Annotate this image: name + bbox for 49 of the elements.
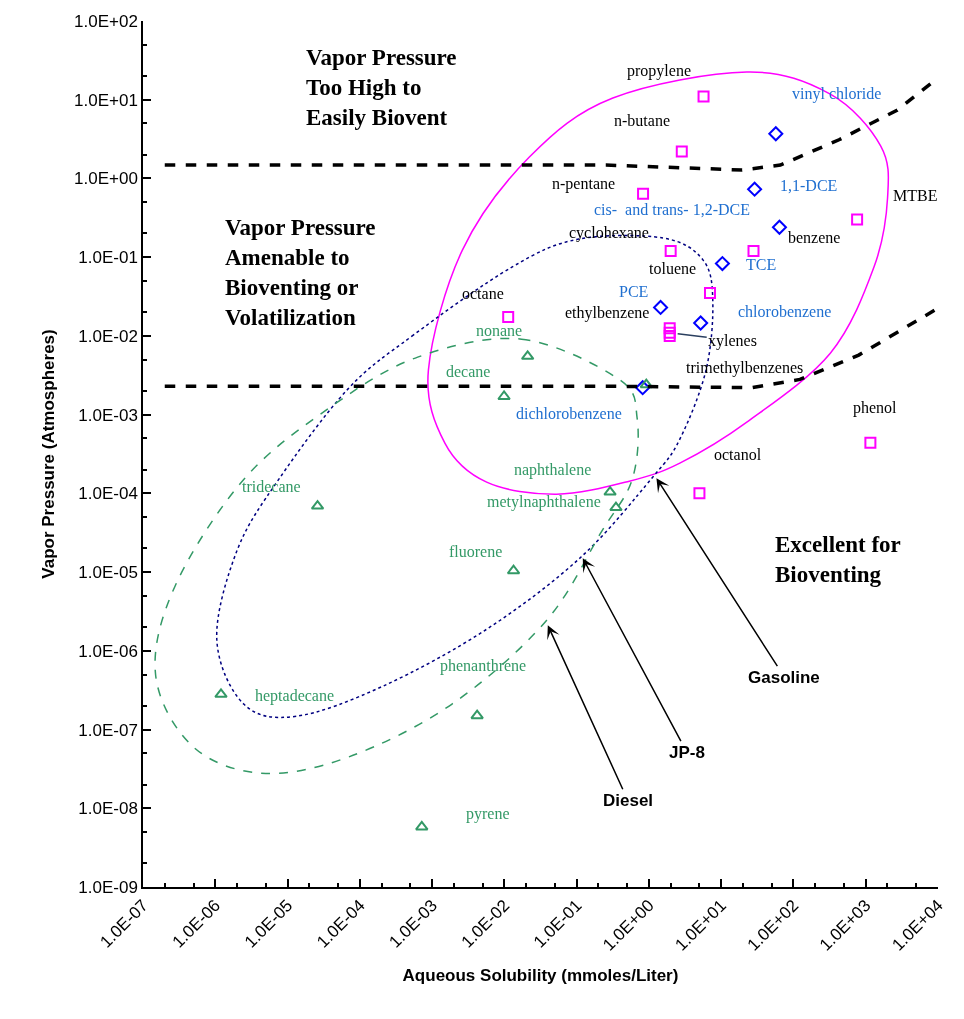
annotation: Vapor Pressure Too High to Easily Biovent [306,45,457,130]
x-axis-title: Aqueous Solubility (mmoles/Liter) [402,965,679,985]
annotation: dichlorobenzene [516,405,622,422]
annotation: toluene [649,260,697,277]
annotation: pyrene [466,805,510,823]
annotation: benzene [788,229,841,246]
annotation: naphthalene [514,461,592,479]
annotation: heptadecane [255,687,335,705]
annotation: decane [446,363,491,380]
annotation: TCE [746,256,777,273]
annotation: trimethylbenzenes [686,359,804,377]
annotation: cis- and trans- 1,2-DCE [594,201,750,218]
y-tick-label: 1.0E+00 [74,169,138,189]
annotation: Diesel [603,791,654,810]
annotation: MTBE [893,187,938,204]
annotation: 1,1-DCE [780,177,838,194]
y-tick-label: 1.0E-02 [78,326,138,346]
annotation: xylenes [708,332,757,350]
annotation: vinyl chloride [792,85,882,103]
annotation: n-pentane [552,175,616,193]
annotation: propylene [627,62,691,80]
y-tick-label: 1.0E-05 [78,563,138,583]
annotation: tridecane [242,478,301,495]
annotation: metylnaphthalene [487,493,601,511]
y-tick-label: 1.0E-06 [78,641,138,661]
annotation: PCE [619,283,649,300]
annotation: JP-8 [669,743,705,762]
annotation: octanol [714,446,762,463]
annotation: Excellent for Bioventing [775,532,901,587]
y-tick-label: 1.0E+01 [74,90,138,110]
y-axis-title: Vapor Pressure (Atmospheres) [39,329,59,579]
y-tick-label: 1.0E-09 [78,877,138,897]
annotation: octane [462,285,504,302]
y-tick-label: 1.0E+02 [74,11,138,31]
annotation: chlorobenzene [738,303,832,320]
annotation: n-butane [614,112,670,129]
annotation: Vapor Pressure Amenable to Bioventing or Volatilization [225,215,376,330]
annotation: ethylbenzene [565,304,650,322]
y-tick-label: 1.0E-04 [78,484,138,504]
y-tick-label: 1.0E-07 [78,720,138,740]
annotation: cyclohexane [569,224,649,242]
annotation: phenanthrene [440,657,527,675]
y-tick-label: 1.0E-08 [78,799,138,819]
annotation: nonane [476,322,523,339]
y-tick-label: 1.0E-01 [78,248,138,268]
annotation: phenol [853,399,898,417]
annotation: fluorene [449,543,503,560]
y-tick-label: 1.0E-03 [78,405,138,425]
annotation: Gasoline [748,668,820,687]
